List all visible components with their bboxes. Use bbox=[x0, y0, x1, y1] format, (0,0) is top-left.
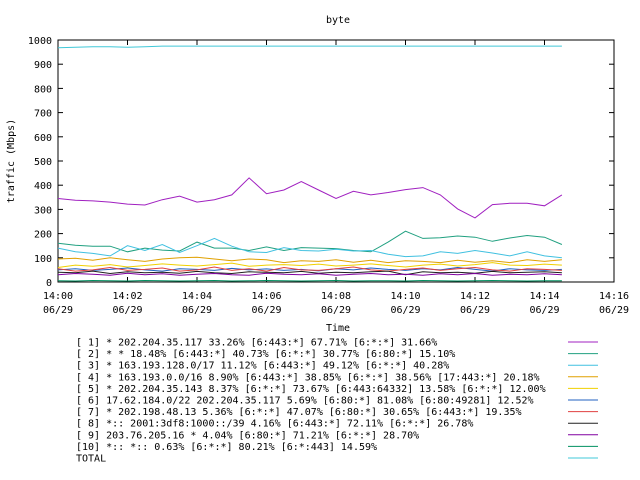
legend-entry-1: [ 1] * 202.204.35.117 33.26% [6:443:*] 6… bbox=[76, 338, 437, 349]
x-tick-date: 06/29 bbox=[112, 305, 142, 316]
legend-entry-10: [10] *:: *:: 0.63% [6:*:*] 80.21% [6:*:4… bbox=[76, 442, 377, 453]
x-tick-date: 06/29 bbox=[43, 305, 73, 316]
x-tick-date: 06/29 bbox=[182, 305, 212, 316]
chart-title: byte bbox=[326, 15, 350, 26]
x-tick-time: 14:00 bbox=[43, 291, 73, 302]
y-tick-label: 500 bbox=[34, 157, 52, 168]
x-tick-time: 14:08 bbox=[321, 291, 351, 302]
series-line-7 bbox=[57, 266, 562, 272]
series-lines bbox=[57, 45, 563, 282]
x-tick-time: 14:02 bbox=[112, 291, 142, 302]
x-tick-date: 06/29 bbox=[599, 305, 629, 316]
x-tick-time: 14:10 bbox=[390, 291, 420, 302]
x-tick-time: 14:04 bbox=[182, 291, 212, 302]
y-tick-label: 1000 bbox=[28, 36, 52, 47]
y-tick-label: 700 bbox=[34, 109, 52, 120]
y-tick-label: 900 bbox=[34, 60, 52, 71]
y-tick-label: 300 bbox=[34, 205, 52, 216]
x-axis: 14:00 06/29 14:02 06/29 14:04 06/29 14:06 06/29… bbox=[43, 40, 629, 316]
series-line-8 bbox=[57, 270, 562, 276]
series-line-5 bbox=[57, 262, 562, 268]
series-line-3 bbox=[57, 237, 562, 259]
legend-entry-8: [ 8] *:: 2001:3df8:1000::/39 4.16% [6:44… bbox=[76, 419, 473, 430]
series-line-10 bbox=[57, 279, 562, 282]
x-tick-time: 14:14 bbox=[529, 291, 559, 302]
legend-entry-2: [ 2] * * 18.48% [6:443:*] 40.73% [6:*:*]… bbox=[76, 349, 455, 360]
y-tick-label: 200 bbox=[34, 230, 52, 241]
y-tick-label: 800 bbox=[34, 84, 52, 95]
x-tick-date: 06/29 bbox=[390, 305, 420, 316]
x-tick-date: 06/29 bbox=[529, 305, 559, 316]
series-line-9 bbox=[57, 272, 562, 276]
series-line-4 bbox=[57, 256, 562, 264]
legend-entry-9: [ 9] 203.76.205.16 * 4.04% [6:80:*] 71.2… bbox=[76, 430, 419, 441]
y-axis: 0 100 200 300 400 500 600 700 800 900 1000 bbox=[28, 36, 614, 289]
y-tick-label: 400 bbox=[34, 181, 52, 192]
x-tick-date: 06/29 bbox=[321, 305, 351, 316]
x-axis-label: Time bbox=[326, 323, 350, 334]
y-axis-label: traffic (Mbps) bbox=[6, 119, 17, 203]
x-tick-time: 14:12 bbox=[460, 291, 490, 302]
plot-frame bbox=[57, 39, 615, 283]
legend-entry-3: [ 3] * 163.193.128.0/17 11.12% [6:443:*]… bbox=[76, 361, 449, 372]
x-tick-date: 06/29 bbox=[460, 305, 490, 316]
y-tick-label: 600 bbox=[34, 133, 52, 144]
x-tick-time: 14:06 bbox=[251, 291, 281, 302]
legend-entry-7: [ 7] * 202.198.48.13 5.36% [6:*:*] 47.07… bbox=[76, 407, 522, 418]
x-tick-time: 14:16 bbox=[599, 291, 629, 302]
x-tick-date: 06/29 bbox=[251, 305, 281, 316]
y-tick-label: 0 bbox=[46, 278, 52, 289]
legend-entry-5: [ 5] * 202.204.35.143 8.37% [6:*:*] 73.6… bbox=[76, 384, 546, 395]
series-line-1 bbox=[57, 177, 563, 219]
legend-entry-11: TOTAL bbox=[76, 454, 106, 465]
legend: [ 1] * 202.204.35.117 33.26% [6:443:*] 6… bbox=[76, 338, 598, 465]
y-tick-label: 100 bbox=[34, 254, 52, 265]
series-line-2 bbox=[57, 230, 563, 253]
legend-entry-6: [ 6] 17.62.184.0/22 202.204.35.117 5.69%… bbox=[76, 396, 534, 407]
legend-entry-4: [ 4] * 163.193.0.0/16 8.90% [6:443:*] 38… bbox=[76, 372, 540, 383]
series-line-11 bbox=[57, 45, 562, 49]
